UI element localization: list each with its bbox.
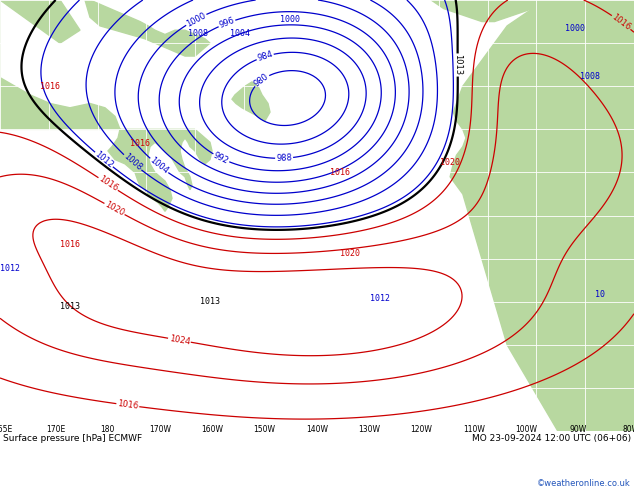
Text: 1000: 1000 — [184, 11, 207, 28]
Text: 165E: 165E — [0, 425, 13, 434]
Text: 1013: 1013 — [453, 54, 462, 75]
Text: 170W: 170W — [149, 425, 171, 434]
Text: 160W: 160W — [202, 425, 223, 434]
Text: 110W: 110W — [463, 425, 485, 434]
Text: 1012: 1012 — [370, 294, 390, 303]
Text: Surface pressure [hPa] ECMWF: Surface pressure [hPa] ECMWF — [3, 434, 142, 442]
Text: 1000: 1000 — [280, 15, 300, 24]
Text: 120W: 120W — [411, 425, 432, 434]
Text: 1008: 1008 — [188, 29, 208, 38]
Text: 80W: 80W — [622, 425, 634, 434]
Polygon shape — [0, 0, 80, 43]
Text: 150W: 150W — [254, 425, 276, 434]
Text: 1013: 1013 — [200, 297, 220, 306]
Text: 1016: 1016 — [60, 240, 80, 249]
Text: 100W: 100W — [515, 425, 537, 434]
Text: 1024: 1024 — [168, 334, 191, 346]
Polygon shape — [85, 0, 210, 56]
Text: 1016: 1016 — [97, 174, 119, 194]
Text: 1016: 1016 — [330, 168, 350, 177]
Text: 984: 984 — [256, 50, 274, 63]
Text: 1016: 1016 — [117, 399, 139, 411]
Text: 1020: 1020 — [340, 249, 360, 258]
Polygon shape — [431, 0, 634, 22]
Text: 1000: 1000 — [565, 24, 585, 33]
Text: 1008: 1008 — [580, 72, 600, 81]
Text: ©weatheronline.co.uk: ©weatheronline.co.uk — [537, 479, 631, 488]
Text: 1016: 1016 — [130, 139, 150, 148]
Text: 996: 996 — [218, 16, 236, 30]
Text: 1004: 1004 — [148, 156, 170, 176]
Text: 992: 992 — [212, 150, 230, 166]
Text: 130W: 130W — [358, 425, 380, 434]
Text: 1020: 1020 — [103, 200, 126, 218]
Text: 140W: 140W — [306, 425, 328, 434]
Polygon shape — [232, 82, 270, 121]
Text: 1016: 1016 — [40, 82, 60, 91]
Polygon shape — [450, 0, 634, 431]
Text: 1004: 1004 — [230, 29, 250, 38]
Text: 180: 180 — [101, 425, 115, 434]
Text: 988: 988 — [276, 153, 292, 163]
Text: 1012: 1012 — [0, 264, 20, 273]
Text: MO 23-09-2024 12:00 UTC (06+06): MO 23-09-2024 12:00 UTC (06+06) — [472, 434, 631, 442]
Text: 170E: 170E — [46, 425, 65, 434]
Text: 980: 980 — [252, 72, 271, 89]
Text: 90W: 90W — [570, 425, 587, 434]
Text: 1020: 1020 — [440, 158, 460, 168]
Polygon shape — [0, 0, 212, 211]
Text: 1013: 1013 — [60, 302, 80, 311]
Text: 1012: 1012 — [93, 149, 115, 170]
Text: 1016: 1016 — [610, 12, 633, 32]
Text: 1008: 1008 — [122, 152, 143, 173]
Text: 10: 10 — [595, 290, 605, 299]
